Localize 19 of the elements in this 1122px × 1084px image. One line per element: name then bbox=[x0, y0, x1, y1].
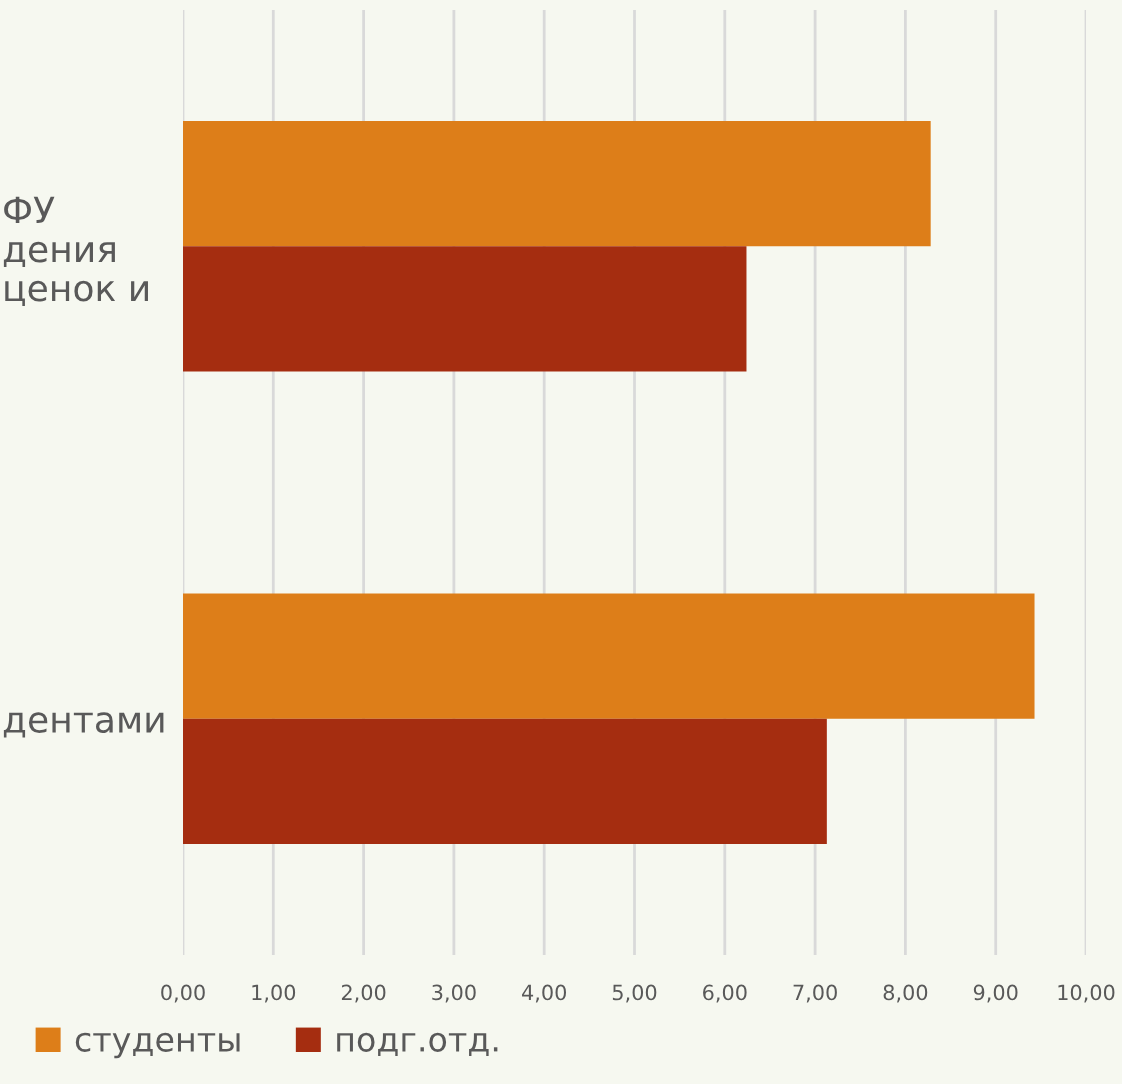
y-tick-label: ФУ дения ценок и bbox=[3, 196, 148, 307]
y-tick-label: дентами bbox=[3, 712, 164, 738]
x-tick-label: 9,00 bbox=[973, 984, 1018, 1003]
x-tick-label: 10,00 bbox=[1058, 984, 1115, 1003]
bar bbox=[183, 718, 827, 844]
x-tick-label: 8,00 bbox=[883, 984, 928, 1003]
legend-label: студенты bbox=[75, 1032, 240, 1059]
x-tick-label: 4,00 bbox=[522, 984, 567, 1003]
bar bbox=[183, 593, 1035, 719]
x-tick-label: 7,00 bbox=[793, 984, 837, 1003]
x-tick-label: 0,00 bbox=[161, 984, 205, 1003]
x-tick-label: 5,00 bbox=[612, 984, 657, 1003]
x-tick-label: 2,00 bbox=[341, 984, 386, 1003]
bar bbox=[183, 246, 747, 372]
x-tick-label: 1,00 bbox=[252, 984, 296, 1003]
bar bbox=[183, 121, 931, 247]
x-tick-label: 6,00 bbox=[703, 984, 747, 1003]
x-tick-label: 3,00 bbox=[432, 984, 476, 1003]
legend-label: подг.отд. bbox=[337, 1032, 498, 1057]
